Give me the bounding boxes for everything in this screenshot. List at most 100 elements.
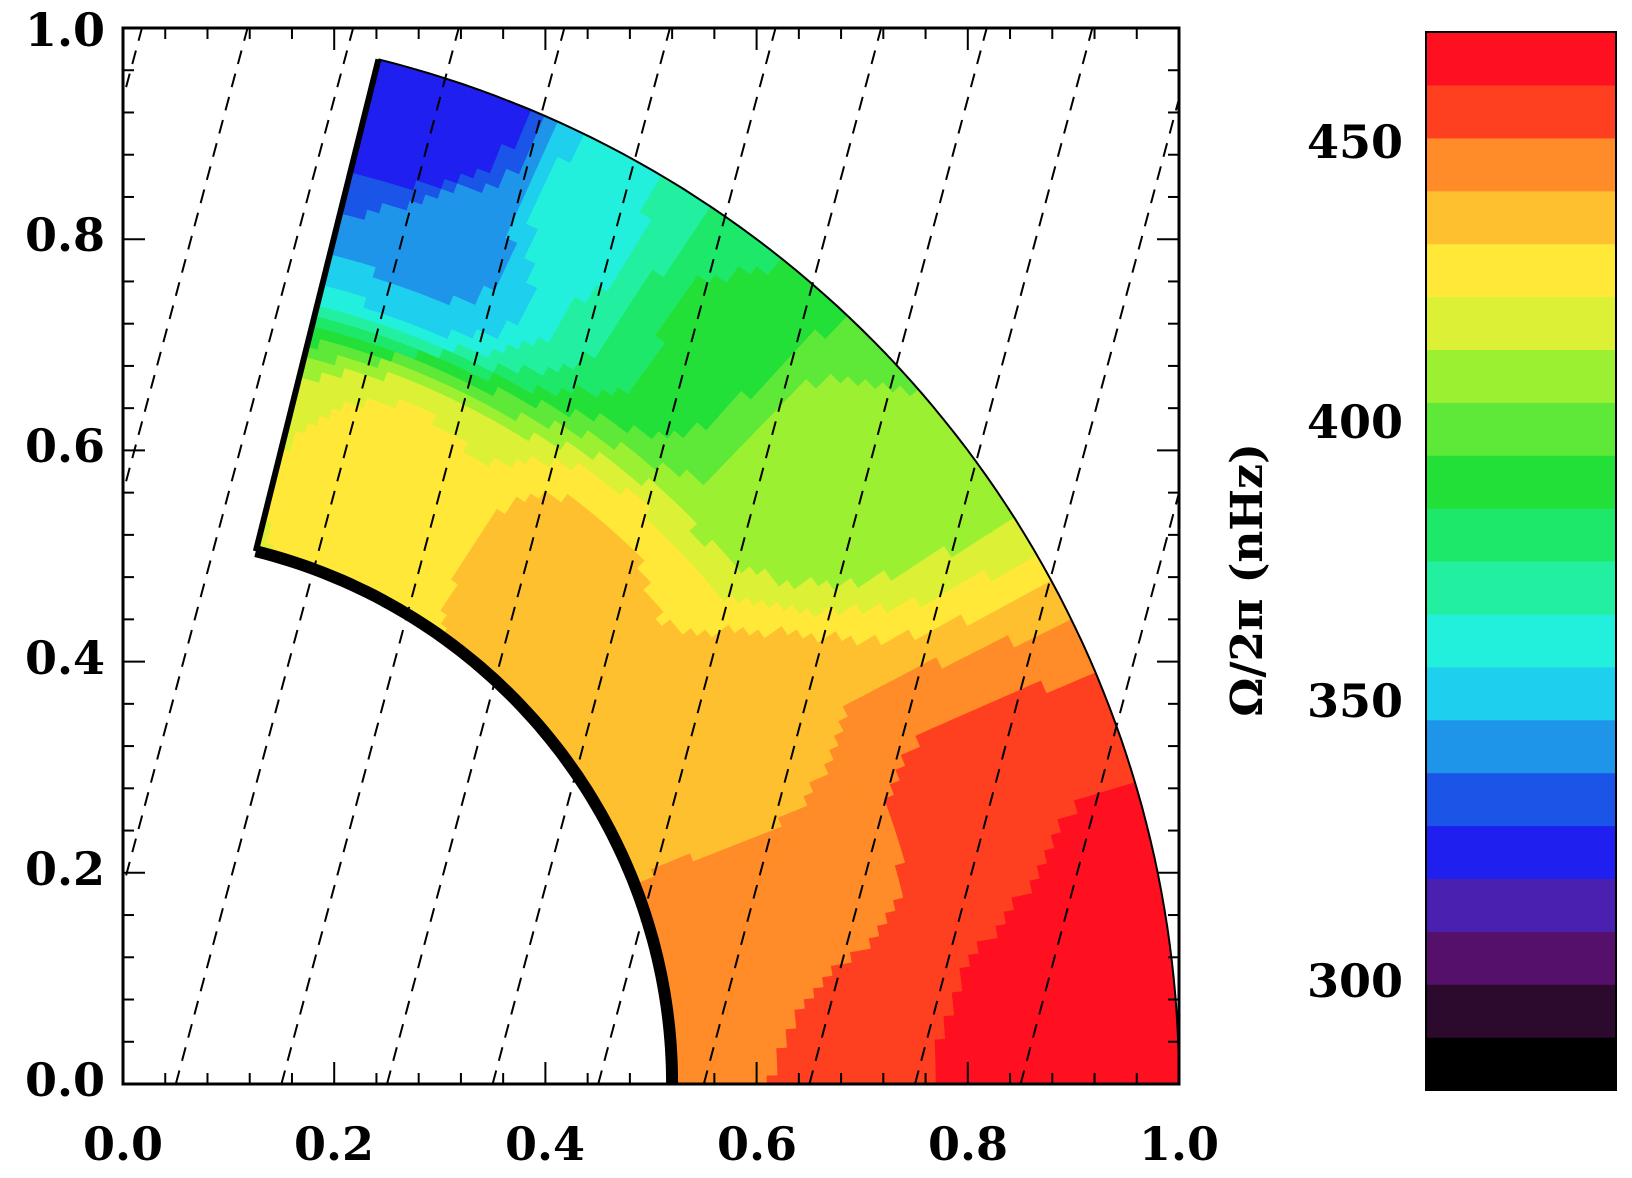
- contour-cell: [1152, 982, 1166, 999]
- contour-cell: [907, 973, 920, 987]
- contour-cell: [1142, 983, 1155, 1000]
- contour-cell: [880, 1019, 893, 1032]
- contour-cell: [829, 1053, 842, 1065]
- contour-cell: [721, 1024, 734, 1035]
- contour-cell: [967, 1059, 979, 1073]
- contour-field: [123, 28, 1179, 1084]
- contour-cell: [871, 1052, 884, 1064]
- contour-cell: [996, 1022, 1010, 1037]
- contour-cell: [997, 1034, 1010, 1049]
- contour-cell: [917, 971, 931, 985]
- contour-cell: [1072, 1043, 1085, 1059]
- colorbar-swatches: [1426, 32, 1616, 1091]
- contour-cell: [829, 1063, 842, 1075]
- contour-cell: [1065, 964, 1079, 980]
- contour-cell: [990, 961, 1004, 976]
- contour-cell: [856, 990, 869, 1003]
- contour-cell: [754, 1039, 767, 1050]
- contour-cell: [1111, 1000, 1125, 1016]
- colorbar-swatch: [1426, 1037, 1616, 1091]
- contour-cell: [722, 1032, 735, 1043]
- contour-cell: [896, 974, 910, 988]
- contour-cell: [1034, 968, 1048, 984]
- contour-cell: [1060, 1031, 1074, 1046]
- contour-cell: [909, 995, 923, 1008]
- contour-cell: [1101, 1001, 1114, 1017]
- contour-cell: [1134, 1026, 1147, 1043]
- contour-cell: [871, 1041, 884, 1054]
- contour-cell: [817, 1034, 830, 1046]
- outer-boundary: [378, 58, 1179, 1084]
- contour-cell: [1047, 992, 1061, 1008]
- contour-cell: [808, 1064, 821, 1075]
- contour-cell: [807, 1035, 820, 1047]
- contour-cell: [794, 1007, 807, 1020]
- contour-cell: [879, 1009, 892, 1022]
- contour-cell: [791, 989, 805, 1001]
- contour-cell: [1091, 1015, 1105, 1031]
- contour-cell: [1093, 1056, 1106, 1072]
- contour-cell: [902, 1039, 915, 1053]
- contour-cell: [858, 1011, 871, 1024]
- contour-cell: [1041, 1070, 1053, 1084]
- contour-cell: [984, 998, 997, 1013]
- contour-cell: [1068, 990, 1082, 1006]
- contour-cell: [814, 995, 827, 1008]
- contour-cell: [1029, 1045, 1042, 1060]
- contour-cell: [1019, 1058, 1032, 1073]
- contour-cell: [894, 963, 908, 977]
- contour-cell: [1114, 1041, 1127, 1058]
- contour-cell: [741, 1013, 755, 1025]
- contour-cell: [849, 1032, 862, 1045]
- contour-cell: [866, 989, 880, 1002]
- contour-cell: [975, 1023, 989, 1038]
- contour-cell: [857, 1000, 870, 1014]
- contour-cell: [1006, 1009, 1019, 1024]
- contour-cell: [1083, 1056, 1095, 1072]
- contour-cell: [1063, 951, 1077, 967]
- contour-cell: [892, 1040, 905, 1053]
- contour-cell: [766, 1056, 778, 1067]
- contour-cell: [680, 1044, 693, 1054]
- contour-cell: [764, 1029, 777, 1040]
- contour-cell: [945, 1060, 958, 1074]
- contour-cell: [1080, 1003, 1093, 1019]
- contour-cell: [956, 1048, 968, 1062]
- contour-cell: [966, 1036, 979, 1050]
- contour-cell: [797, 1045, 810, 1057]
- contour-cell: [804, 1006, 818, 1019]
- contour-cell: [1121, 985, 1134, 1002]
- contour-cell: [1104, 1069, 1116, 1084]
- contour-cell: [765, 1038, 778, 1049]
- dashed-line: [914, 94, 1179, 1084]
- x-tick-label: 0.0: [83, 1117, 163, 1171]
- contour-cell: [1103, 1028, 1116, 1044]
- contour-cell: [1130, 970, 1143, 987]
- contour-cell: [1157, 1054, 1169, 1071]
- contour-cell: [900, 1007, 913, 1020]
- contour-cell: [874, 966, 887, 980]
- contour-cell: [914, 949, 928, 963]
- contour-cell: [993, 985, 1007, 1000]
- dashed-line: [123, 28, 355, 891]
- contour-cell: [797, 1055, 810, 1066]
- contour-cell: [962, 989, 975, 1003]
- contour-cell: [1082, 1043, 1095, 1058]
- contour-cell: [818, 1054, 831, 1066]
- y-axis: 0.0 0.2 0.4 0.6 0.8 1.0: [25, 3, 105, 1107]
- contour-cell: [867, 999, 881, 1013]
- contour-cell: [815, 1005, 828, 1018]
- contour-cell: [1004, 984, 1017, 999]
- contour-cell: [1090, 1002, 1104, 1018]
- contour-cell: [924, 1049, 937, 1063]
- contour-cell: [988, 1071, 1000, 1084]
- contour-cell: [960, 977, 974, 992]
- contour-cell: [732, 1031, 746, 1043]
- contour-cell: [1005, 996, 1018, 1011]
- contour-cell: [934, 1049, 947, 1062]
- contour-cell: [776, 1055, 789, 1067]
- contour-cell: [1026, 994, 1040, 1010]
- contour-cell: [1110, 986, 1124, 1003]
- contour-cell: [903, 1061, 916, 1074]
- contour-cell: [1018, 1033, 1031, 1048]
